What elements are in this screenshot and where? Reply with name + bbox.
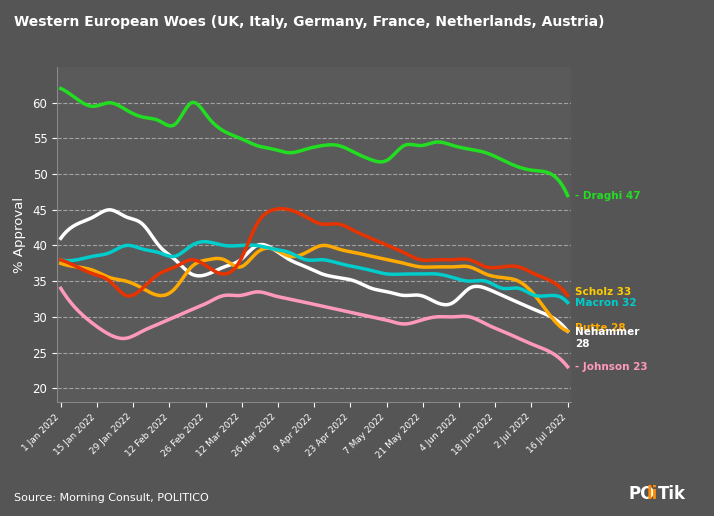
- Text: - Johnson 23: - Johnson 23: [575, 362, 648, 372]
- Text: Rutte 28: Rutte 28: [575, 322, 625, 332]
- Text: Tik: Tik: [658, 485, 686, 503]
- Text: - Draghi 47: - Draghi 47: [575, 190, 640, 201]
- Text: Nehammer
28: Nehammer 28: [575, 328, 639, 349]
- Text: PO: PO: [628, 485, 655, 503]
- Text: Western European Woes (UK, Italy, Germany, France, Netherlands, Austria): Western European Woes (UK, Italy, German…: [14, 15, 605, 29]
- Text: Source: Morning Consult, POLITICO: Source: Morning Consult, POLITICO: [14, 493, 209, 503]
- Y-axis label: % Approval: % Approval: [13, 197, 26, 273]
- Text: li: li: [646, 485, 658, 503]
- Text: Macron 32: Macron 32: [575, 298, 636, 308]
- Text: Scholz 33: Scholz 33: [575, 287, 631, 297]
